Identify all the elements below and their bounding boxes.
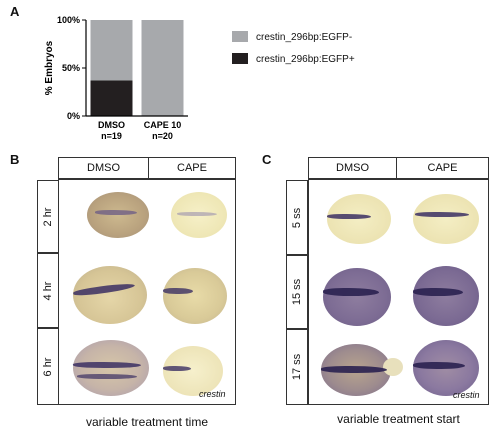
panel-b-row-2hr: 2 hr	[37, 180, 59, 253]
panel-b-row-4hr: 4 hr	[37, 253, 59, 328]
panel-c-row-5ss: 5 ss	[286, 180, 308, 255]
panel-b-image-frame: crestin	[58, 179, 236, 405]
crestin-stain	[73, 362, 141, 368]
panel-b-caption: variable treatment time	[85, 415, 209, 429]
panel-c-caption: variable treatment start	[337, 412, 460, 426]
crestin-stain	[323, 288, 379, 296]
legend-label: crestin_296bp:EGFP-	[256, 32, 352, 43]
panel-c-row-label: 5 ss	[291, 207, 303, 228]
panel-b-row-label: 6 hr	[42, 357, 54, 376]
y-axis-label: % Embryos	[44, 40, 55, 95]
panel-letter-c: C	[262, 152, 272, 167]
panel-b-col-cape: CAPE	[148, 157, 236, 179]
panel-letter-a: A	[10, 4, 20, 19]
marker-label: crestin	[453, 390, 480, 400]
crestin-stain	[321, 366, 387, 373]
panel-c-col-cape: CAPE	[396, 157, 489, 179]
embryo-image	[163, 346, 223, 396]
crestin-stain	[415, 212, 469, 217]
crestin-stain	[77, 374, 137, 379]
crestin-stain	[177, 212, 217, 216]
panel-b-col-dmso: DMSO	[58, 157, 149, 179]
panel-b-row-label: 2 hr	[42, 207, 54, 226]
x-tick-label: CAPE 10	[144, 120, 182, 130]
bar-segment-egfp-negative	[141, 20, 184, 116]
legend-swatch	[232, 53, 248, 64]
legend-label: crestin_296bp:EGFP+	[256, 54, 355, 65]
panel-c-row-label: 17 ss	[291, 353, 303, 381]
embryo-image	[87, 192, 149, 238]
x-tick-label: n=19	[101, 131, 122, 141]
x-tick-label: n=20	[152, 131, 173, 141]
crestin-stain	[327, 214, 371, 219]
crestin-stain	[163, 366, 191, 371]
panel-c-row-15ss: 15 ss	[286, 255, 308, 329]
panel-c-row-17ss: 17 ss	[286, 329, 308, 405]
crestin-stain	[163, 288, 193, 294]
panel-c-col-dmso: DMSO	[308, 157, 397, 179]
embryo-image	[413, 266, 479, 326]
legend-swatch	[232, 31, 248, 42]
crestin-stain	[413, 288, 463, 296]
embryo-image	[327, 194, 391, 244]
panel-c-row-label: 15 ss	[291, 278, 303, 306]
x-tick-label: DMSO	[98, 120, 125, 130]
embryo-image	[163, 268, 227, 324]
embryo-image	[323, 268, 391, 326]
bar-segment-egfp-positive	[90, 80, 133, 116]
y-tick-label: 100%	[57, 15, 80, 25]
panel-b-row-label: 4 hr	[42, 281, 54, 300]
marker-label: crestin	[199, 389, 226, 399]
bar-segment-egfp-negative	[90, 20, 133, 81]
panel-letter-b: B	[10, 152, 20, 167]
embryo-tail	[383, 358, 403, 376]
y-tick-label: 0%	[67, 111, 80, 121]
panel-c-image-frame: crestin	[308, 179, 489, 405]
embryo-image	[413, 194, 479, 244]
crestin-stain	[413, 362, 465, 369]
crestin-stain	[95, 210, 137, 215]
y-tick-label: 50%	[62, 63, 80, 73]
panel-b-row-6hr: 6 hr	[37, 328, 59, 405]
embryo-image	[73, 340, 149, 396]
